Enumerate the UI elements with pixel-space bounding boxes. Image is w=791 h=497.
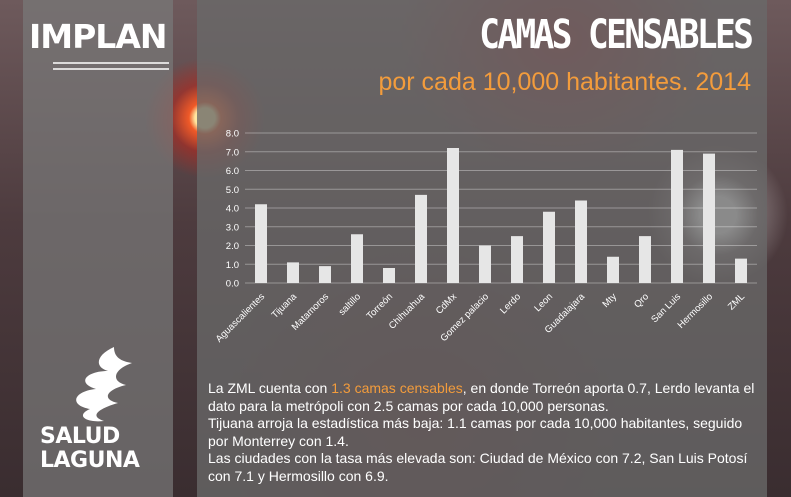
logo-word-2: LAGUNA xyxy=(40,448,140,473)
bar xyxy=(735,258,747,283)
bar xyxy=(671,149,683,283)
bar xyxy=(287,262,299,283)
x-tick-label: Hermosillo xyxy=(676,291,716,331)
y-tick-label: 7.0 xyxy=(226,147,239,158)
bar xyxy=(543,211,555,283)
y-tick-label: 1.0 xyxy=(226,260,239,271)
bar xyxy=(703,153,715,283)
y-tick-label: 6.0 xyxy=(226,166,239,177)
x-tick-label: Tijuana xyxy=(270,291,300,321)
x-tick-label: Aguascalientes xyxy=(214,291,268,345)
x-tick-label: CdMx xyxy=(434,291,459,316)
logo-word-1: SALUD xyxy=(40,424,120,449)
page-subtitle: por cada 10,000 habitantes. 2014 xyxy=(378,68,751,96)
y-tick-label: 8.0 xyxy=(226,129,239,140)
paragraph-line-2: Tijuana arroja la estadística más baja: … xyxy=(208,415,743,449)
y-tick-label: 4.0 xyxy=(226,204,239,215)
implan-logo-subtext xyxy=(53,62,169,74)
salud-laguna-wordmark: SALUD LAGUNA xyxy=(40,425,170,473)
paragraph-line-3: Las ciudades con la tasa más elevada son… xyxy=(208,450,748,484)
x-tick-label: ZML xyxy=(726,291,747,312)
x-tick-label: Torreón xyxy=(365,291,396,322)
page-title: CAMAS CENSABLES xyxy=(479,12,754,58)
bar xyxy=(479,245,491,283)
bar xyxy=(607,256,619,283)
bar xyxy=(383,268,395,283)
salud-laguna-flame-icon xyxy=(76,347,132,422)
y-tick-label: 5.0 xyxy=(226,185,239,196)
bar xyxy=(639,236,651,283)
x-tick-label: saltillo xyxy=(337,291,363,317)
bar xyxy=(415,194,427,283)
bar xyxy=(447,148,459,283)
bar xyxy=(319,266,331,283)
y-tick-label: 0.0 xyxy=(226,279,239,290)
text-segment: , en donde Torreón aporta 0.7, Lerdo lev… xyxy=(208,380,755,414)
implan-logo: IMPLAN xyxy=(29,17,168,56)
bar xyxy=(511,236,523,283)
x-tick-label: Leon xyxy=(532,291,555,314)
bar xyxy=(255,204,267,283)
x-tick-label: Qro xyxy=(632,291,651,310)
y-tick-label: 2.0 xyxy=(226,241,239,252)
text-segment: La ZML cuenta con xyxy=(208,380,332,396)
bar xyxy=(351,234,363,283)
description-text: La ZML cuenta con 1.3 camas censables, e… xyxy=(208,380,763,485)
y-tick-label: 3.0 xyxy=(226,222,239,233)
highlight-value: 1.3 camas censables xyxy=(331,380,463,396)
paragraph-line-1: La ZML cuenta con 1.3 camas censables, e… xyxy=(208,380,763,415)
x-tick-label: Mty xyxy=(601,291,620,310)
brand-sidebar: IMPLAN SALUD LAGUNA xyxy=(23,0,173,497)
bar xyxy=(575,200,587,283)
x-tick-label: Lerdo xyxy=(498,291,523,316)
